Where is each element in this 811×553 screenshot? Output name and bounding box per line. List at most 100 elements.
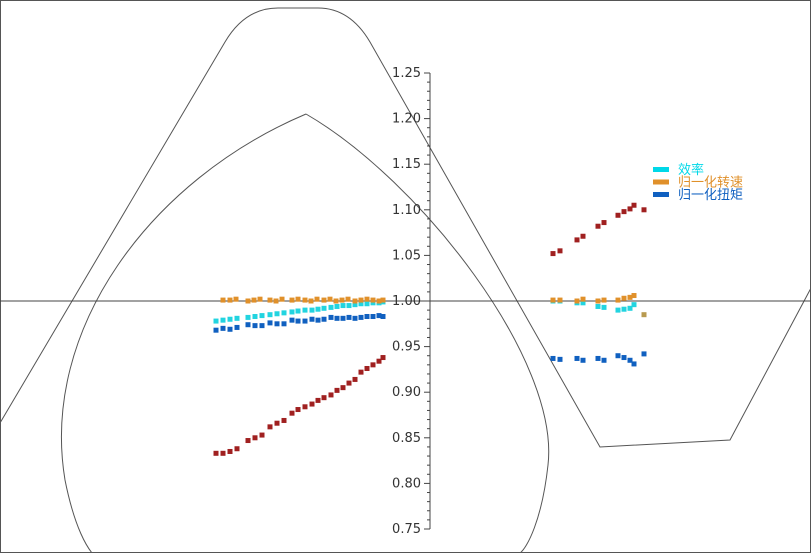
data-point-series-1 [257, 296, 263, 302]
data-point-series-1 [339, 297, 345, 303]
data-point-series-3 [595, 223, 601, 229]
y-tick-label: 0.85 [392, 431, 421, 446]
data-point-series-1 [321, 297, 327, 303]
data-point-series-0 [340, 303, 346, 309]
data-point-series-3 [376, 358, 382, 364]
data-point-series-3 [267, 424, 273, 430]
data-point-series-3 [281, 417, 287, 423]
data-point-series-0 [621, 306, 627, 312]
data-point-series-2 [302, 318, 308, 324]
data-point-series-1 [289, 297, 295, 303]
data-point-series-2 [358, 314, 364, 320]
data-point-series-3 [346, 380, 352, 386]
data-point-series-2 [274, 321, 280, 327]
data-point-series-1 [380, 297, 386, 303]
data-point-series-2 [245, 322, 251, 328]
data-point-series-1 [352, 298, 358, 304]
data-point-series-3 [627, 206, 633, 212]
legend-swatch [653, 179, 669, 185]
data-point-series-1 [550, 297, 556, 303]
data-point-series-3 [334, 387, 340, 393]
data-point-series-1 [345, 296, 351, 302]
data-point-series-1 [358, 297, 364, 303]
data-point-series-3 [358, 369, 364, 375]
data-point-series-3 [227, 448, 233, 454]
data-point-series-0 [220, 317, 226, 323]
data-point-series-1 [333, 298, 339, 304]
data-point-series-2 [309, 316, 315, 322]
data-point-series-3 [370, 362, 376, 368]
y-tick-label: 0.75 [392, 522, 421, 537]
data-point-series-1 [376, 298, 382, 304]
data-point-series-1 [627, 294, 633, 300]
data-point-series-4 [641, 312, 647, 318]
data-point-series-1 [580, 296, 586, 302]
data-point-series-2 [220, 325, 226, 331]
data-point-series-3 [557, 248, 563, 254]
data-point-series-2 [364, 314, 370, 320]
data-point-series-0 [295, 308, 301, 314]
data-point-series-0 [580, 300, 586, 306]
data-point-series-1 [631, 293, 637, 299]
y-tick-label: 0.80 [392, 476, 421, 491]
data-point-series-0 [234, 315, 240, 321]
data-point-series-0 [627, 305, 633, 311]
data-point-series-1 [245, 298, 251, 304]
data-point-series-3 [220, 450, 226, 456]
data-point-series-3 [252, 435, 258, 441]
data-point-series-0 [315, 306, 321, 312]
data-point-series-0 [328, 304, 334, 310]
legend-label: 效率 [678, 162, 704, 178]
y-tick-label: 0.90 [392, 385, 421, 400]
data-point-series-1 [279, 296, 285, 302]
data-point-series-2 [627, 357, 633, 363]
data-point-series-0 [213, 318, 219, 324]
data-point-series-2 [321, 316, 327, 322]
data-point-series-0 [281, 310, 287, 316]
data-point-series-0 [289, 309, 295, 315]
data-point-series-3 [213, 450, 219, 456]
y-tick-label: 1.25 [392, 66, 421, 81]
data-point-series-1 [220, 297, 226, 303]
data-point-series-1 [364, 296, 370, 302]
data-point-series-3 [621, 209, 627, 215]
data-point-series-0 [274, 311, 280, 317]
data-point-series-1 [615, 297, 621, 303]
data-point-series-1 [273, 298, 279, 304]
data-point-series-2 [631, 361, 637, 367]
data-point-series-3 [601, 220, 607, 226]
data-point-series-3 [234, 446, 240, 452]
data-point-series-2 [267, 320, 273, 326]
data-point-series-3 [580, 233, 586, 239]
data-point-series-1 [227, 297, 233, 303]
data-point-series-0 [267, 312, 273, 318]
data-point-series-0 [370, 300, 376, 306]
data-point-series-3 [364, 365, 370, 371]
data-point-series-1 [295, 296, 301, 302]
data-point-series-3 [380, 355, 386, 361]
data-points [213, 202, 647, 456]
data-point-series-3 [274, 420, 280, 426]
data-point-series-3 [295, 407, 301, 413]
data-point-series-1 [233, 296, 239, 302]
data-point-series-0 [595, 303, 601, 309]
data-point-series-1 [314, 296, 320, 302]
data-point-series-0 [358, 301, 364, 307]
y-tick-label: 0.95 [392, 340, 421, 355]
data-point-series-3 [289, 410, 295, 416]
data-point-series-2 [574, 355, 580, 361]
data-point-series-3 [550, 251, 556, 257]
data-point-series-3 [615, 212, 621, 218]
data-point-series-0 [334, 303, 340, 309]
data-point-series-0 [601, 304, 607, 310]
data-point-series-2 [352, 315, 358, 321]
data-point-series-3 [631, 202, 637, 208]
data-point-series-3 [245, 438, 251, 444]
data-point-series-1 [251, 297, 257, 303]
legend-label: 归一化转速 [678, 176, 743, 191]
data-point-series-0 [302, 307, 308, 313]
data-point-series-2 [289, 317, 295, 323]
y-tick-label: 1.15 [392, 157, 421, 172]
data-point-series-2 [346, 314, 352, 320]
data-point-series-2 [315, 317, 321, 323]
